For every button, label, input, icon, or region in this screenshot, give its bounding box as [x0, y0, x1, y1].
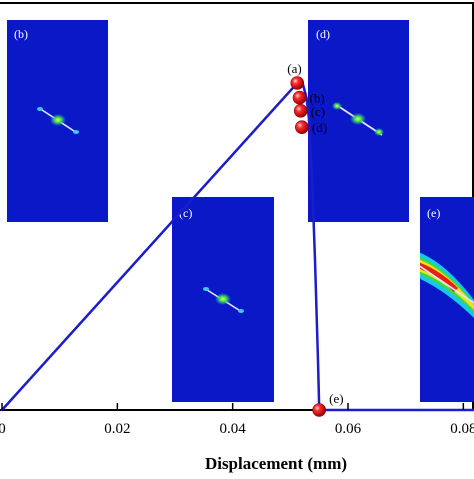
inset-images: (b) (c) (d): [7, 20, 474, 402]
inset-d: (d): [308, 20, 409, 222]
x-axis-title: Displacement (mm): [205, 454, 347, 473]
marker-point-4: [312, 403, 326, 417]
marker-label-4: (e): [329, 391, 343, 406]
inset-e-crack: [420, 265, 474, 304]
marker-point-0: [290, 76, 305, 90]
inset-c-tip-left: [203, 287, 209, 291]
marker-point-1: [292, 90, 307, 105]
marker-layer: (a) (b)(c)(d) (e): [287, 61, 344, 417]
marker-label-2: (c): [311, 104, 325, 119]
inset-b-label: (b): [14, 27, 28, 41]
inset-e-band-core: [420, 262, 458, 292]
x-tick-label-2: 0.04: [220, 421, 247, 437]
x-tick-label-0: 0: [0, 421, 6, 437]
marker-point-3: [295, 120, 309, 134]
marker-label-1: (b): [310, 91, 325, 106]
inset-c-tip-right: [238, 309, 244, 313]
x-tick-label-4: 0.08: [450, 421, 474, 437]
inset-d-tip-right: [374, 128, 384, 136]
marker-point-2: [293, 103, 308, 118]
inset-c: (c): [172, 197, 274, 402]
inset-d-label: (d): [316, 27, 330, 41]
x-axis: 0 0.02 0.04 0.06 0.08: [0, 403, 474, 437]
inset-c-damage-spot: [215, 293, 231, 305]
inset-b-tip-left: [37, 107, 43, 111]
inset-e-label: (e): [427, 206, 440, 220]
inset-b-tip-right: [73, 130, 79, 134]
marker-label-3: (d): [312, 120, 327, 135]
x-tick-label-1: 0.02: [104, 421, 130, 437]
inset-d-damage-spot: [350, 113, 366, 125]
inset-d-tip-left: [332, 102, 342, 110]
inset-b: (b): [7, 20, 108, 222]
inset-e-damage-band: [420, 252, 474, 318]
marker-label-0: (a): [287, 61, 301, 76]
x-tick-label-3: 0.06: [335, 421, 362, 437]
inset-e: (e): [420, 197, 474, 402]
inset-b-damage-spot: [50, 114, 66, 126]
